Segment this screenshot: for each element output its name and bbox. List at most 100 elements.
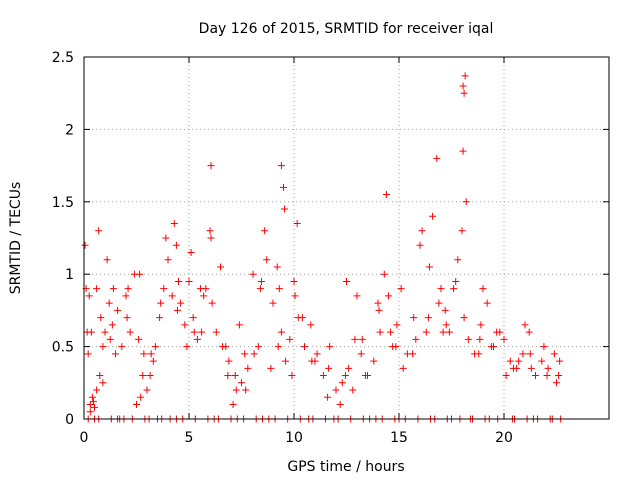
data-point: [108, 321, 116, 329]
data-point: [139, 372, 147, 380]
data-point: [433, 154, 441, 162]
data-point: [160, 285, 168, 293]
data-point: [88, 393, 96, 401]
data-point: [555, 372, 563, 380]
data-point: [281, 205, 289, 213]
data-point: [241, 350, 249, 358]
data-point: [519, 350, 527, 358]
data-point: [506, 357, 514, 365]
data-point: [105, 299, 113, 307]
data-point: [464, 335, 472, 343]
data-point: [207, 162, 215, 170]
data-point: [232, 386, 240, 394]
data-point: [479, 285, 487, 293]
data-point: [112, 350, 119, 358]
data-point: [487, 343, 495, 351]
data-point: [550, 350, 558, 358]
data-point: [326, 343, 334, 351]
data-point: [357, 350, 365, 358]
data-point: [136, 270, 144, 278]
data-point: [361, 372, 369, 380]
data-point: [412, 335, 420, 343]
data-point: [93, 285, 101, 293]
data-point: [106, 335, 114, 343]
data-point: [387, 328, 395, 336]
y-tick-label: 2: [65, 122, 74, 138]
data-point: [157, 299, 165, 307]
data-point: [238, 379, 245, 387]
data-point: [225, 357, 233, 365]
data-point: [231, 372, 239, 380]
data-point: [483, 299, 491, 307]
data-point: [409, 350, 417, 358]
x-tick-label: 20: [495, 430, 513, 446]
data-point: [307, 321, 315, 329]
data-point: [235, 321, 243, 329]
grid: [84, 57, 609, 419]
data-point: [95, 227, 103, 235]
data-point: [375, 306, 383, 314]
x-tick-label: 5: [185, 430, 194, 446]
data-point: [87, 328, 95, 336]
data-point: [525, 328, 533, 336]
data-point: [143, 386, 151, 394]
data-point: [349, 386, 357, 394]
data-point: [399, 364, 407, 372]
data-point: [435, 299, 443, 307]
data-point: [526, 350, 534, 358]
data-point: [86, 408, 94, 416]
x-tick-label: 10: [285, 430, 303, 446]
data-point: [429, 212, 437, 220]
data-point: [175, 277, 182, 285]
y-axis-label: SRMTID / TECUs: [8, 182, 24, 295]
data-point: [475, 350, 483, 358]
data-point: [151, 343, 159, 351]
data-point: [380, 270, 388, 278]
data-point: [521, 321, 529, 329]
data-point: [286, 335, 294, 343]
data-point: [84, 350, 92, 358]
data-point: [224, 372, 232, 380]
data-point: [291, 292, 299, 300]
data-point: [114, 306, 122, 314]
data-point: [133, 401, 140, 409]
data-point: [101, 328, 109, 336]
data-point: [274, 343, 282, 351]
plot-frame: [83, 56, 610, 420]
data-point: [477, 321, 485, 329]
data-point: [353, 292, 361, 300]
data-point: [164, 256, 172, 264]
data-point: [288, 372, 296, 380]
data-point: [126, 328, 134, 336]
data-point: [263, 256, 271, 264]
data-point: [162, 234, 170, 242]
x-axis-label: GPS time / hours: [287, 459, 404, 475]
data-point: [385, 292, 392, 300]
data-point: [187, 248, 195, 256]
data-point: [454, 256, 462, 264]
data-point: [397, 285, 405, 293]
data-point: [290, 277, 298, 285]
data-point: [460, 89, 468, 97]
data-point: [544, 364, 552, 372]
data-point: [172, 241, 180, 249]
data-point: [198, 328, 206, 336]
data-point: [445, 328, 453, 336]
data-point: [99, 379, 107, 387]
data-point: [439, 328, 447, 336]
data-point: [277, 328, 285, 336]
chart-title: Day 126 of 2015, SRMTID for receiver iqa…: [199, 21, 494, 37]
data-point: [89, 398, 97, 406]
data-point: [267, 364, 275, 372]
data-point: [410, 314, 418, 322]
data-point: [185, 277, 193, 285]
data-point: [418, 227, 426, 235]
data-point: [556, 357, 564, 365]
data-point: [217, 263, 224, 271]
data-point: [393, 321, 401, 329]
data-point: [200, 292, 208, 300]
data-point: [459, 82, 467, 90]
y-tick-label: 2.5: [52, 50, 74, 66]
